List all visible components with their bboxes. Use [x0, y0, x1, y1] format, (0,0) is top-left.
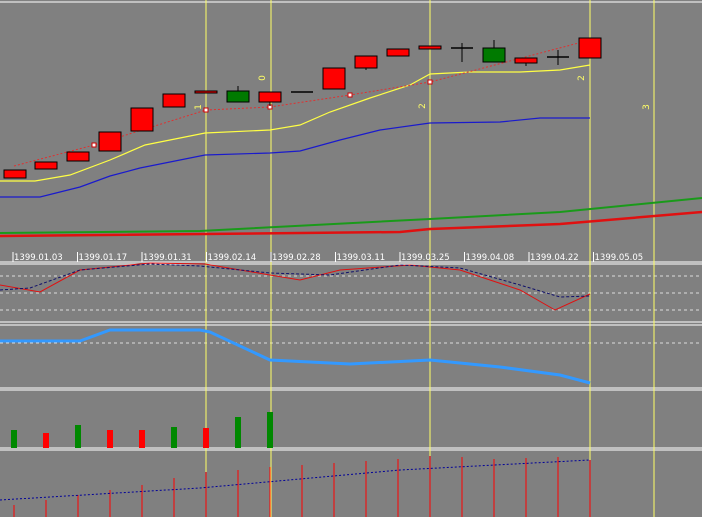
line-label: 0 [258, 75, 268, 81]
volume-bar [139, 430, 145, 448]
marker [427, 79, 433, 85]
line-label: 2 [577, 75, 587, 81]
date-label: 1399.01.17 [79, 253, 128, 263]
date-label: 1399.03.25 [401, 253, 450, 263]
candle-body [226, 90, 250, 103]
candle-body [258, 91, 282, 103]
line-label: 2 [418, 103, 428, 109]
candle-body [322, 67, 346, 90]
candle-body [98, 131, 122, 152]
candle-body [578, 37, 602, 59]
osc-red [0, 262, 591, 311]
date-label: 1399.04.08 [466, 253, 515, 263]
line-label: 3 [642, 104, 652, 110]
date-label: 1399.04.22 [530, 253, 579, 263]
volume-bar [75, 425, 81, 448]
marker [347, 92, 353, 98]
candle-body [66, 151, 90, 162]
volume-bar [171, 427, 177, 448]
ma-green [0, 197, 702, 234]
candle-body [354, 55, 378, 69]
date-label: 1399.02.14 [208, 253, 257, 263]
candle-body [3, 169, 27, 179]
volume-bar [267, 412, 273, 448]
volume-bar [203, 428, 209, 448]
date-label: 1399.05.05 [595, 253, 644, 263]
ma-yellow [0, 64, 591, 182]
candle-body [386, 48, 410, 57]
line-label: 1 [194, 104, 204, 110]
candle-body [418, 45, 442, 50]
candle-body [162, 93, 186, 108]
volume-bar [235, 417, 241, 448]
marker [91, 142, 97, 148]
date-label: 1399.02.28 [272, 253, 321, 263]
marker [203, 107, 209, 113]
volume-bar [11, 430, 17, 448]
candle-body [514, 57, 538, 64]
ma-blue [0, 117, 590, 198]
candle-body [34, 161, 58, 170]
candle-body [482, 47, 506, 63]
candle-body [194, 90, 218, 94]
date-label: 1399.01.31 [143, 253, 192, 263]
volume-bar [43, 433, 49, 448]
ma-red [0, 210, 702, 238]
volume-bar [107, 430, 113, 448]
date-label: 1399.01.03 [14, 253, 63, 263]
candle-body [130, 107, 154, 132]
date-label: 1399.03.11 [337, 253, 386, 263]
indicator-blue [0, 328, 591, 385]
trend-blue [0, 459, 591, 501]
